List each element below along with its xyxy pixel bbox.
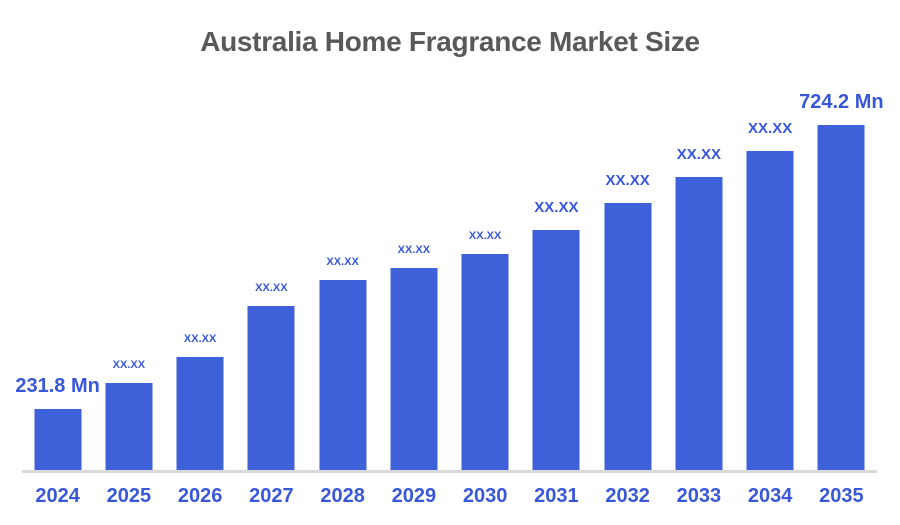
x-axis-label-2030: 2030 <box>462 485 508 507</box>
bar-column-2031: XX.XX <box>521 0 592 470</box>
value-label-2025: XX.XX <box>112 359 146 371</box>
value-label-2035: 724.2 Mn <box>799 91 884 113</box>
x-axis-label-2029: 2029 <box>391 485 437 507</box>
x-axis-label-2031: 2031 <box>534 485 579 507</box>
value-label-2024: 231.8 Mn <box>15 375 100 397</box>
bar-column-2028: XX.XX <box>307 0 378 470</box>
bar-2035 <box>817 125 865 470</box>
x-axis-label-2035: 2035 <box>819 485 864 507</box>
bar-2027 <box>247 306 295 470</box>
value-label-2027: XX.XX <box>255 282 288 294</box>
x-axis-label-2024: 2024 <box>35 485 80 507</box>
value-label-2028: XX.XX <box>326 256 359 268</box>
value-label-2032: XX.XX <box>605 172 650 189</box>
bar-column-2034: XX.XX <box>735 0 806 470</box>
x-axis-label-2032: 2032 <box>605 485 650 507</box>
bar-2026 <box>176 357 224 470</box>
x-axis-label-2026: 2026 <box>177 485 223 507</box>
bar-column-2026: XX.XX <box>165 0 236 470</box>
bar-2029 <box>390 268 438 470</box>
bar-2031 <box>532 230 580 470</box>
bar-2024 <box>34 409 82 470</box>
bar-column-2024: 231.8 Mn <box>15 0 100 470</box>
value-label-2033: XX.XX <box>676 146 721 163</box>
chart-title: Australia Home Fragrance Market Size <box>200 26 700 57</box>
bar-column-2033: XX.XX <box>663 0 734 470</box>
x-axis-label-2027: 2027 <box>249 485 294 507</box>
bar-column-2032: XX.XX <box>592 0 663 470</box>
value-label-2029: XX.XX <box>397 244 431 256</box>
bar-2034 <box>746 151 794 470</box>
bar-column-2027: XX.XX <box>236 0 307 470</box>
bar-2033 <box>675 177 723 470</box>
x-axis-line <box>22 470 877 473</box>
bar-2028 <box>319 280 367 470</box>
bar-column-2029: XX.XX <box>378 0 449 470</box>
value-label-2030: XX.XX <box>468 230 502 242</box>
bar-2030 <box>461 254 509 470</box>
value-label-2031: XX.XX <box>534 199 579 216</box>
value-label-2026: XX.XX <box>183 333 217 345</box>
bar-2032 <box>604 203 652 470</box>
x-axis-label-2028: 2028 <box>320 485 365 507</box>
x-axis-label-2033: 2033 <box>676 485 722 507</box>
bar-column-2025: XX.XX <box>93 0 164 470</box>
x-axis-label-2034: 2034 <box>747 485 793 507</box>
bar-column-2035: 724.2 Mn <box>799 0 884 470</box>
bar-column-2030: XX.XX <box>450 0 521 470</box>
x-axis-labels: 2024 2025 2026 2027 2028 2029 2030 2031 2032 2033… <box>22 486 877 506</box>
plot-area: 231.8 Mn XX.XX XX.XX XX.XX XX.XX XX.XX XX.XX XX… <box>15 0 884 470</box>
x-axis-label-2025: 2025 <box>106 485 152 507</box>
bar-2025 <box>105 383 153 470</box>
value-label-2034: XX.XX <box>748 120 793 137</box>
